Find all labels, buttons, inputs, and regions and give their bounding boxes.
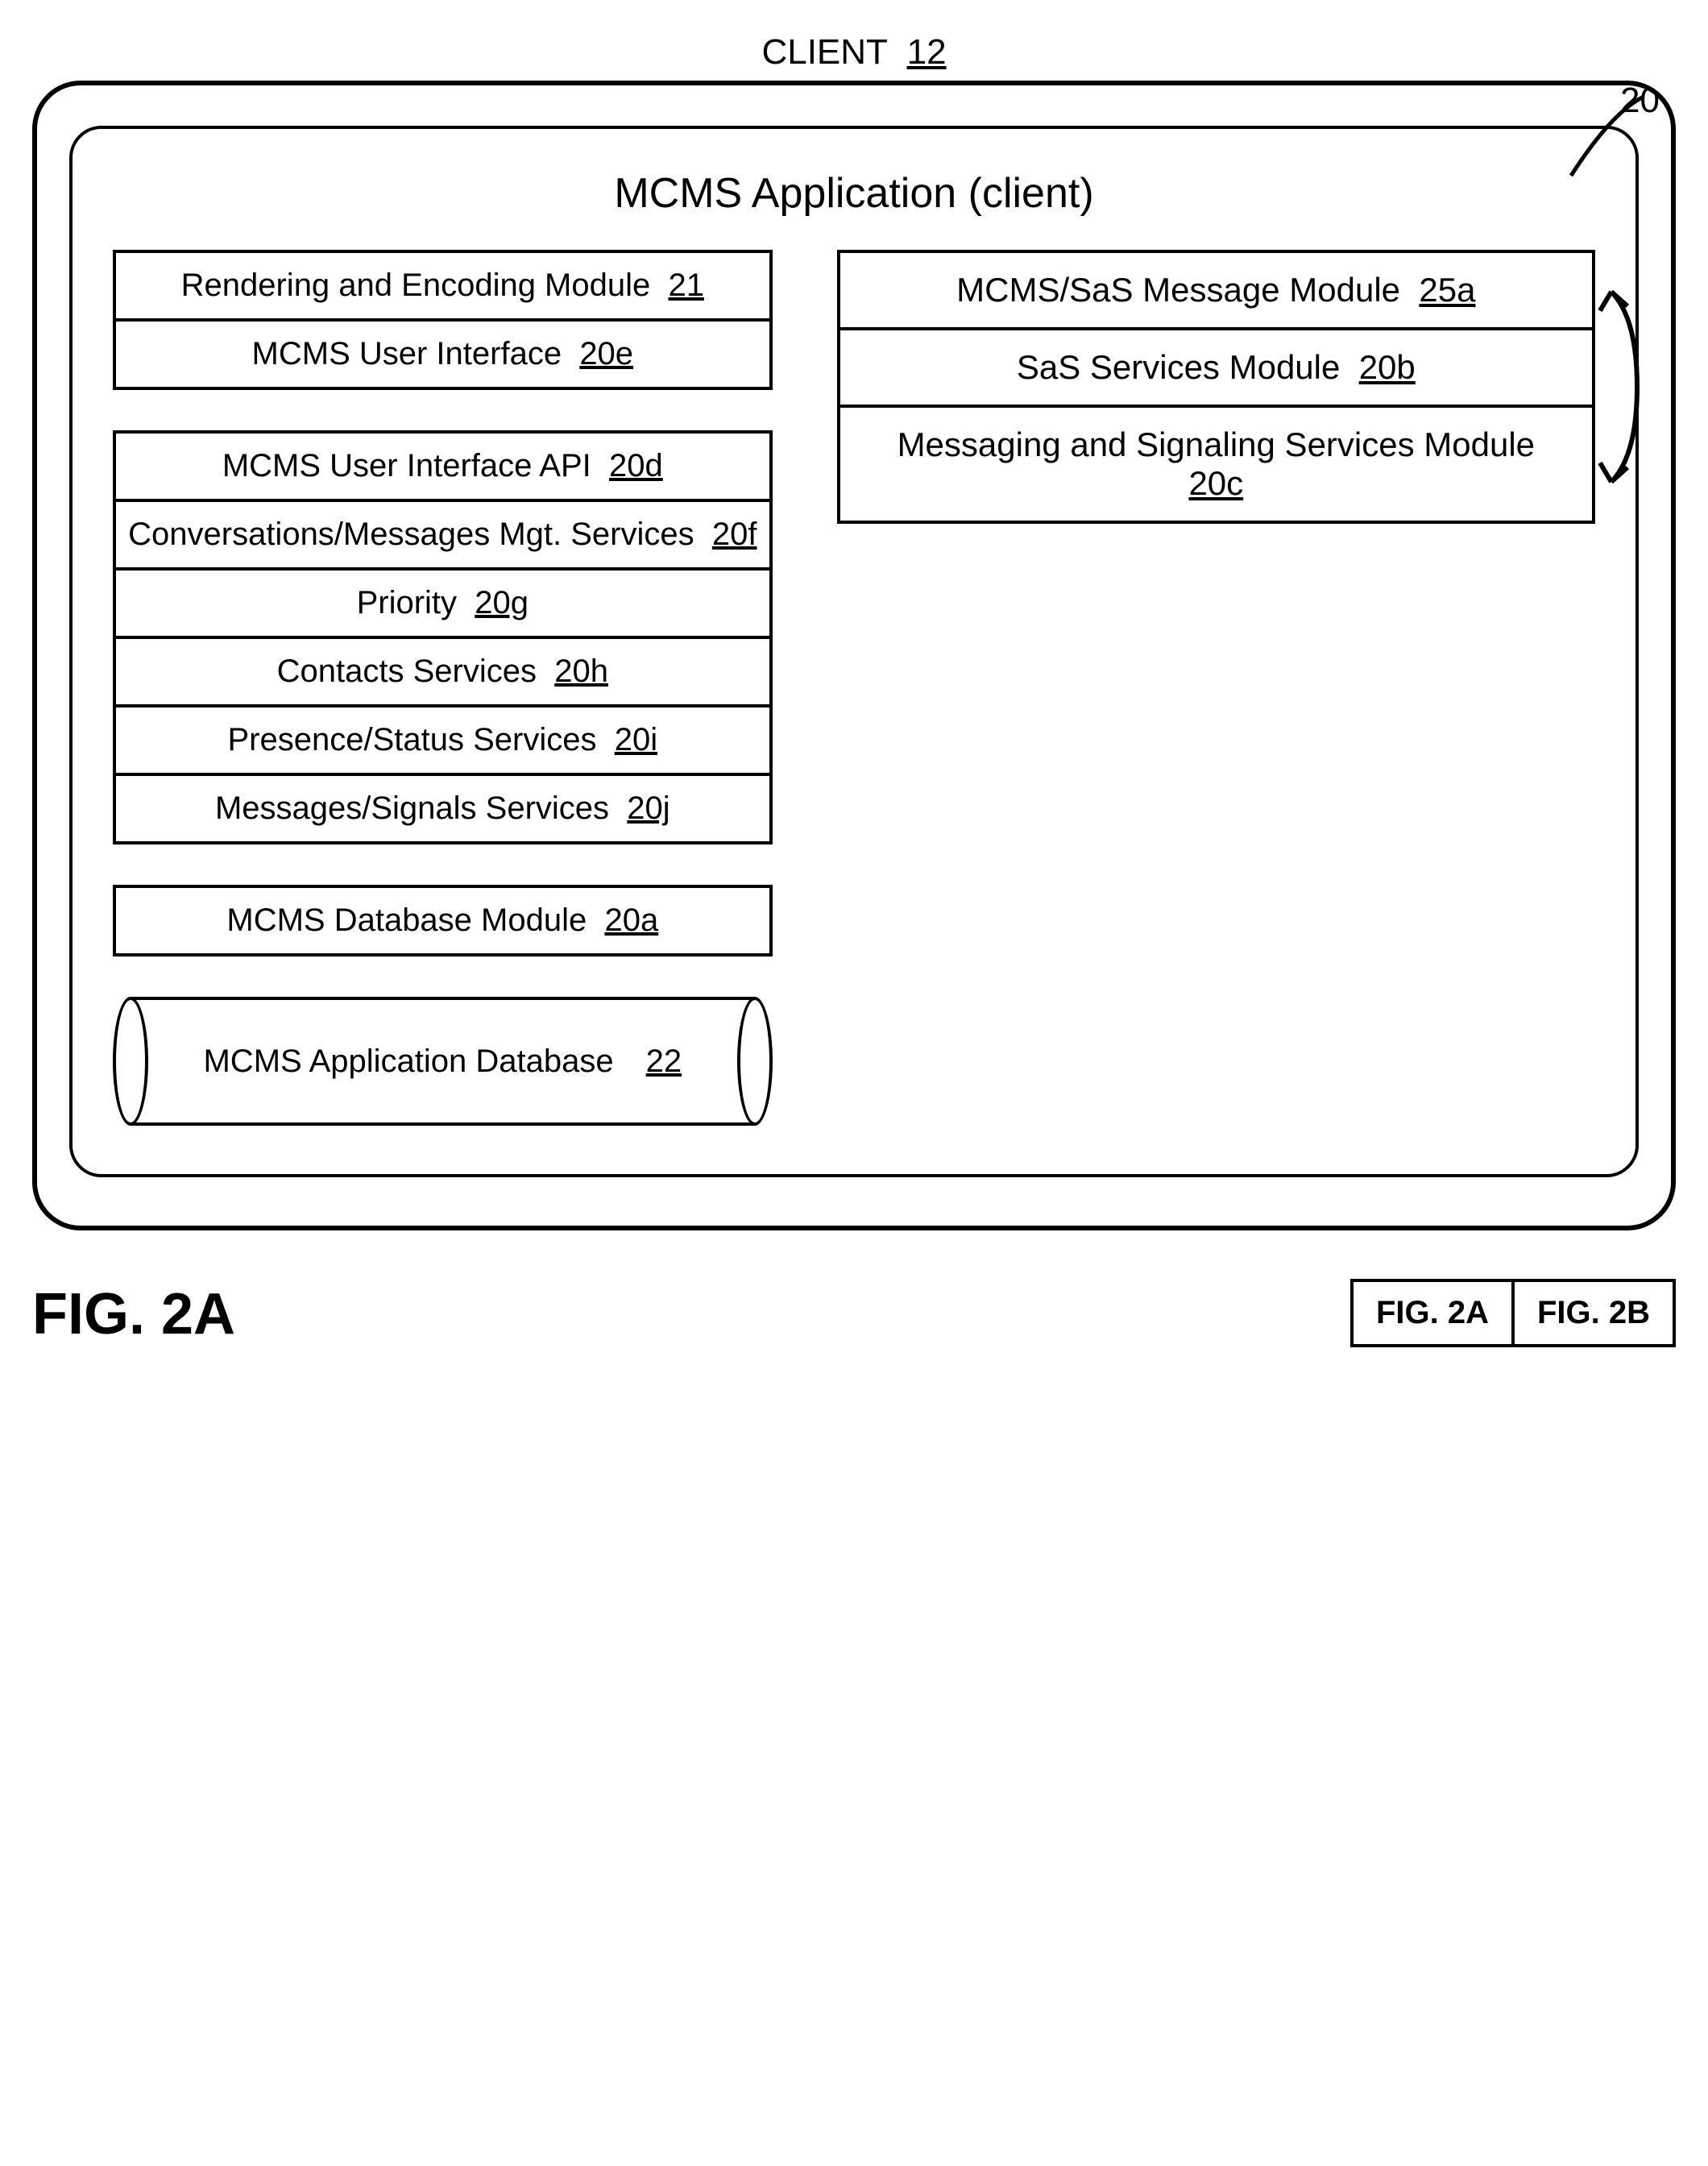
module-ref: 20b [1359, 348, 1416, 387]
module-ref: 21 [668, 268, 704, 303]
client-frame: MCMS Application (client) Rendering and … [32, 81, 1676, 1230]
figure-footer: FIG. 2A FIG. 2A FIG. 2B [32, 1279, 1676, 1347]
app-frame: MCMS Application (client) Rendering and … [69, 126, 1639, 1177]
module-label: SaS Services Module [1017, 348, 1341, 387]
module-label: Contacts Services [277, 654, 537, 689]
module-label: MCMS User Interface [252, 336, 562, 371]
module-label: Priority [357, 585, 457, 620]
module-conv-msg-mgt: Conversations/Messages Mgt. Services 20f [113, 502, 773, 571]
database-body: MCMS Application Database 22 [131, 997, 755, 1126]
module-label: Messages/Signals Services [215, 790, 609, 826]
module-ref: 20f [712, 517, 757, 552]
client-label-text: CLIENT [761, 32, 887, 72]
module-mcms-ui: MCMS User Interface 20e [113, 322, 773, 390]
module-ref: 25a [1419, 271, 1475, 309]
left-group-1: MCMS User Interface API 20d Conversation… [113, 430, 773, 844]
module-label: Presence/Status Services [227, 722, 596, 757]
module-label: MCMS User Interface API [222, 448, 591, 483]
left-column: Rendering and Encoding Module 21 MCMS Us… [113, 250, 773, 1126]
client-label-ref: 12 [907, 32, 947, 72]
figure-label: FIG. 2A [32, 1281, 235, 1347]
module-ref: 20i [615, 722, 657, 757]
database-cap-left [113, 997, 148, 1126]
figure-page: CLIENT 12 20 MCMS Application (client) R… [32, 32, 1676, 1347]
module-priority: Priority 20g [113, 571, 773, 639]
module-mcms-sas-message: MCMS/SaS Message Module 25a [840, 253, 1592, 327]
left-group-2: MCMS Database Module 20a [113, 885, 773, 956]
module-ref: 20c [898, 464, 1535, 503]
figure-key-cell: FIG. 2B [1511, 1282, 1673, 1344]
database-label: MCMS Application Database [203, 1044, 613, 1080]
module-label: MCMS/SaS Message Module [956, 271, 1400, 309]
bidirectional-arrow-icon [1581, 250, 1642, 524]
module-msg-signaling-services: Messaging and Signaling Services Module … [840, 405, 1592, 521]
figure-key-cell: FIG. 2A [1354, 1282, 1511, 1344]
module-sas-services: SaS Services Module 20b [840, 327, 1592, 405]
figure-key: FIG. 2A FIG. 2B [1350, 1279, 1676, 1347]
module-ref: 20h [554, 654, 608, 689]
module-label: Messaging and Signaling Services Module [898, 425, 1535, 464]
module-ref: 20g [475, 585, 529, 620]
module-label: MCMS Database Module [226, 902, 587, 938]
right-stack: MCMS/SaS Message Module 25a SaS Services… [837, 250, 1595, 524]
right-column: MCMS/SaS Message Module 25a SaS Services… [837, 250, 1595, 524]
client-label: CLIENT 12 [32, 32, 1676, 73]
module-rendering-encoding: Rendering and Encoding Module 21 [113, 250, 773, 322]
module-ref: 20j [627, 790, 670, 826]
database-cap-right [737, 997, 773, 1126]
module-contacts: Contacts Services 20h [113, 639, 773, 707]
module-ref: 20e [579, 336, 633, 371]
database-ref: 22 [646, 1044, 682, 1080]
module-database: MCMS Database Module 20a [113, 885, 773, 956]
database-cylinder: MCMS Application Database 22 [113, 997, 773, 1126]
left-group-0: Rendering and Encoding Module 21 MCMS Us… [113, 250, 773, 390]
module-ref: 20a [604, 902, 658, 938]
module-presence-status: Presence/Status Services 20i [113, 707, 773, 776]
module-ref: 20d [609, 448, 663, 483]
app-title: MCMS Application (client) [113, 169, 1595, 218]
module-label: Rendering and Encoding Module [181, 268, 651, 303]
columns: Rendering and Encoding Module 21 MCMS Us… [113, 250, 1595, 1126]
module-label: Conversations/Messages Mgt. Services [128, 517, 694, 552]
module-messages-signals: Messages/Signals Services 20j [113, 776, 773, 844]
module-ui-api: MCMS User Interface API 20d [113, 430, 773, 502]
